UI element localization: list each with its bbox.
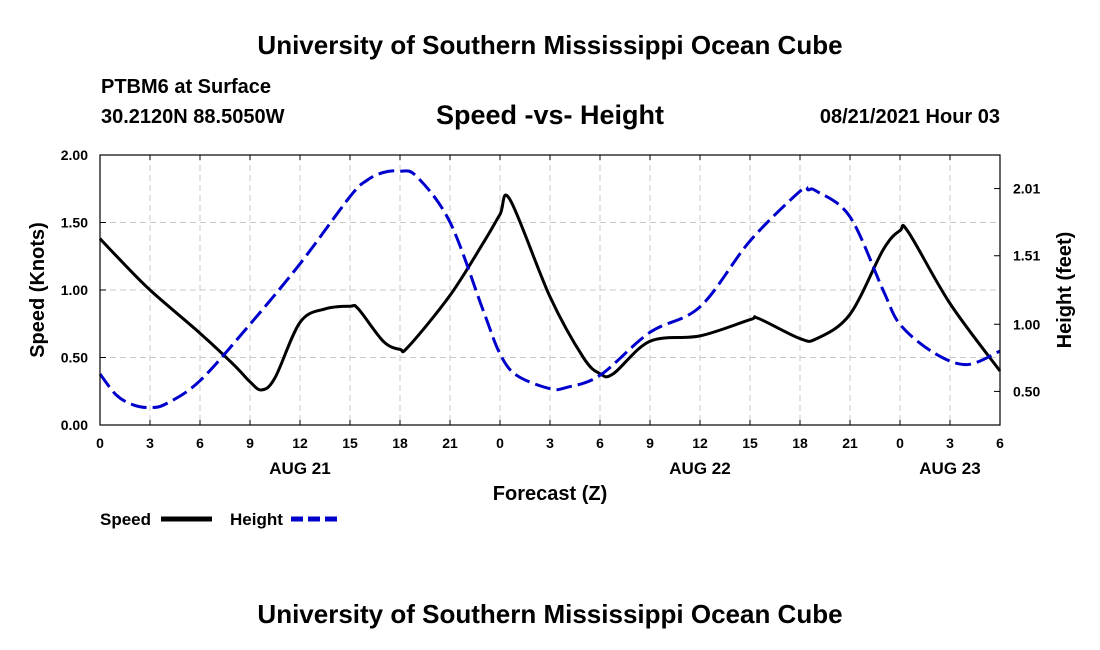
coordinates-label: 30.2120N 88.5050W [101, 106, 285, 128]
y-axis-left-title: Speed (Knots) [27, 222, 49, 358]
station-label: PTBM6 at Surface [101, 76, 272, 98]
y-left-tick-label: 1.00 [61, 282, 88, 298]
date-label: AUG 23 [919, 459, 980, 478]
y-axis-right-title: Height (feet) [1054, 232, 1076, 349]
x-tick-label: 6 [196, 435, 204, 451]
x-tick-label: 15 [742, 435, 758, 451]
x-tick-label: 0 [896, 435, 904, 451]
x-tick-label: 6 [996, 435, 1004, 451]
y-left-tick-label: 0.50 [61, 350, 88, 366]
x-tick-label: 0 [496, 435, 504, 451]
y-left-tick-label: 0.00 [61, 417, 88, 433]
x-tick-label: 3 [146, 435, 154, 451]
x-axis-title: Forecast (Z) [493, 483, 607, 505]
x-tick-label: 21 [442, 435, 458, 451]
legend-height-label: Height [230, 510, 283, 529]
legend-speed-label: Speed [100, 510, 151, 529]
x-tick-label: 6 [596, 435, 604, 451]
y-right-tick-label: 1.51 [1013, 248, 1040, 264]
forecast-datetime: 08/21/2021 Hour 03 [819, 106, 1000, 128]
bottom-title: University of Southern Mississippi Ocean… [257, 599, 843, 629]
top-title: University of Southern Mississippi Ocean… [257, 30, 843, 60]
x-tick-label: 12 [692, 435, 708, 451]
height-series-line [98, 169, 1001, 410]
ticks [99, 154, 1001, 426]
date-label: AUG 21 [269, 459, 330, 478]
legend: Speed Height [100, 510, 342, 529]
y-left-tick-label: 2.00 [61, 147, 88, 163]
date-label: AUG 22 [669, 459, 730, 478]
y-right-tick-label: 2.01 [1013, 181, 1040, 197]
x-tick-label: 9 [246, 435, 254, 451]
y-right-tick-label: 0.50 [1013, 383, 1040, 399]
y-left-tick-label: 1.50 [61, 215, 88, 231]
x-tick-label: 0 [96, 435, 104, 451]
series [98, 169, 1002, 410]
x-tick-label: 18 [792, 435, 808, 451]
speed-series-line [98, 193, 1002, 392]
x-tick-label: 15 [342, 435, 358, 451]
chart-subtitle: Speed -vs- Height [435, 100, 665, 130]
x-tick-label: 21 [842, 435, 858, 451]
x-tick-label: 18 [392, 435, 408, 451]
y-right-tick-label: 1.00 [1013, 316, 1040, 332]
x-tick-label: 3 [946, 435, 954, 451]
x-tick-label: 9 [646, 435, 654, 451]
x-tick-label: 3 [546, 435, 554, 451]
tick-labels: 0 3 6 9 12 15 18 21 0 3 6 9 12 15 18 21 0 3 6 AUG 21 AUG 22 A… [61, 147, 1041, 478]
x-tick-label: 12 [292, 435, 308, 451]
